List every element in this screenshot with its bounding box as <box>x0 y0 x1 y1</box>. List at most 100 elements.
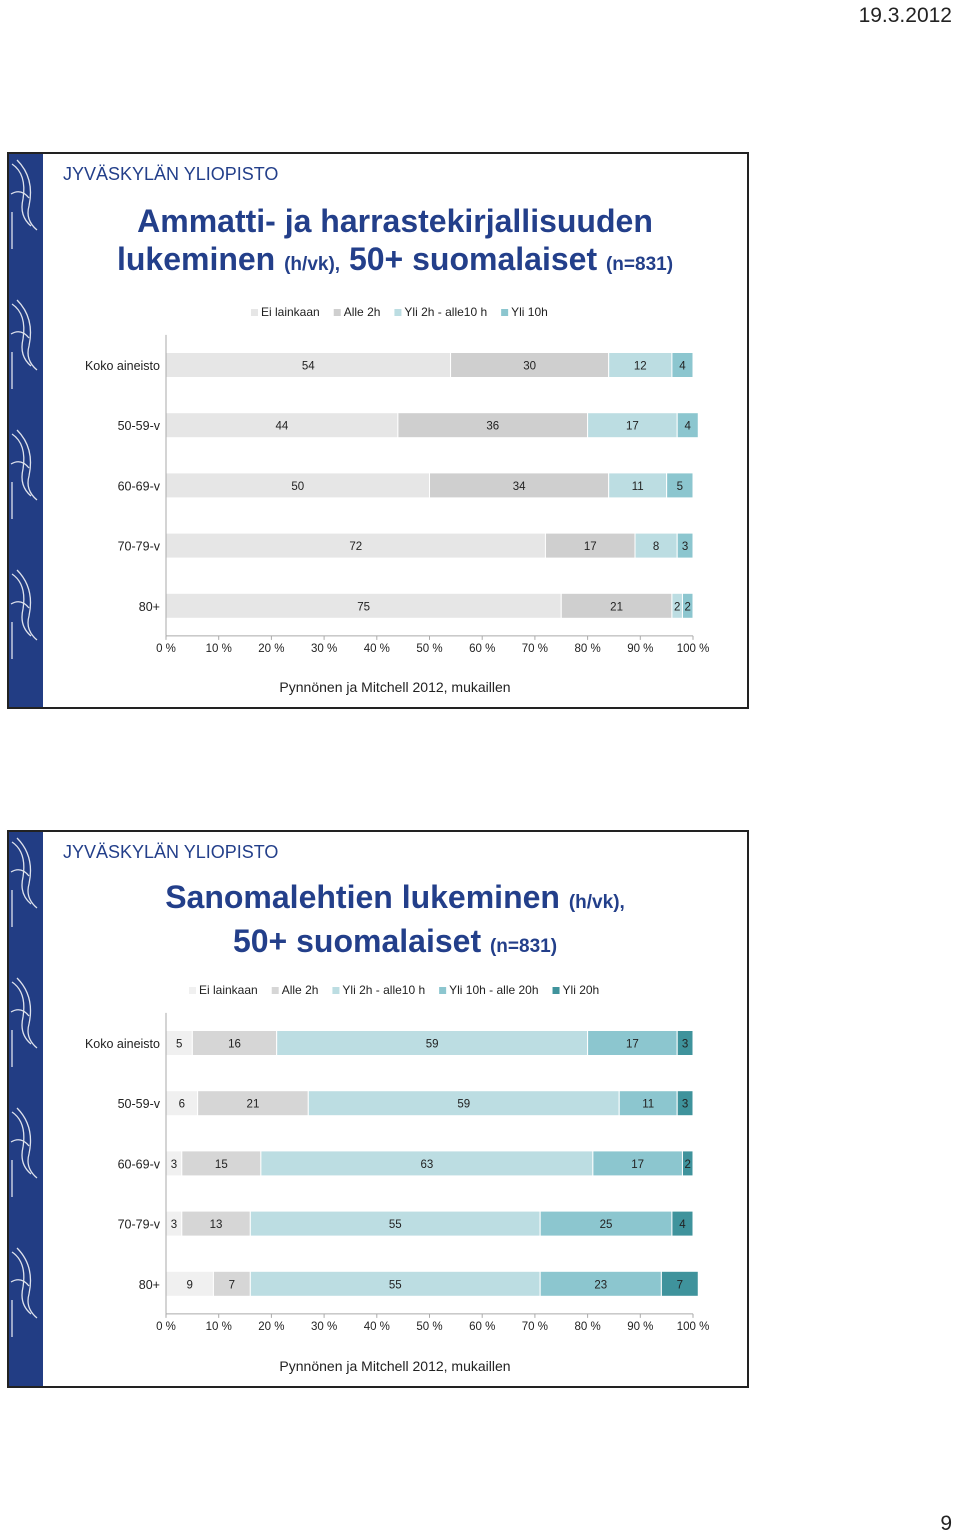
data-label: 7 <box>229 1279 235 1291</box>
slide-title-line-2: 50+ suomalaiset (n=831) <box>43 922 747 966</box>
data-label: 59 <box>457 1099 470 1111</box>
title-main-text: lukeminen <box>116 241 276 277</box>
x-tick-label: 40 % <box>364 643 390 655</box>
legend-swatch <box>251 309 258 316</box>
bar-segment <box>676 412 699 439</box>
title-n-text: (n=831) <box>489 936 558 957</box>
data-label: 11 <box>642 1099 654 1111</box>
data-label: 54 <box>302 361 315 373</box>
category-label: 80+ <box>139 1278 160 1292</box>
data-label: 17 <box>626 1039 639 1051</box>
legend-label: Yli 2h - alle10 h <box>404 305 487 319</box>
data-label: 17 <box>631 1159 644 1171</box>
data-label: 3 <box>682 541 688 553</box>
bar-segment <box>676 1090 694 1117</box>
x-tick-label: 100 % <box>677 643 710 655</box>
page-date: 19.3.2012 <box>858 4 952 27</box>
bar-segment <box>587 412 678 439</box>
university-name: JYVÄSKYLÄN YLIOPISTO <box>63 164 279 184</box>
legend-label: Alle 2h <box>282 983 319 997</box>
data-label: 11 <box>632 481 644 493</box>
legend-label: Ei lainkaan <box>199 983 258 997</box>
category-label: 70-79-v <box>118 540 161 554</box>
page-number: 9 <box>940 1512 952 1535</box>
bar-segment <box>544 532 636 559</box>
bar-segment <box>165 592 562 619</box>
data-label: 63 <box>420 1159 433 1171</box>
x-tick-label: 60 % <box>469 643 495 655</box>
bar-segment <box>539 1210 673 1237</box>
title-unit-text: (h/vk), <box>284 254 341 275</box>
bar-segment <box>165 532 546 559</box>
x-tick-label: 80 % <box>574 643 600 655</box>
university-logo-pattern <box>10 837 38 1337</box>
bar-segment <box>592 1150 683 1177</box>
x-tick-label: 0 % <box>156 643 176 655</box>
data-label: 4 <box>679 361 686 373</box>
data-label: 36 <box>486 421 499 433</box>
x-tick-label: 60 % <box>469 1321 495 1333</box>
data-label: 3 <box>171 1159 177 1171</box>
data-label: 13 <box>210 1219 223 1231</box>
legend: Ei lainkaan Alle 2h Yli 2h - alle10 h Yli 1… <box>251 305 548 319</box>
data-label: 21 <box>610 601 623 613</box>
slide-title: Ammatti- ja harrastekirjallisuuden lukem… <box>43 202 747 284</box>
data-label: 21 <box>247 1099 260 1111</box>
data-label: 5 <box>677 481 683 493</box>
x-tick-label: 50 % <box>416 1321 442 1333</box>
legend-swatch <box>552 987 560 994</box>
bar-segment <box>397 412 589 439</box>
bar-segment <box>608 472 668 499</box>
stacked-bar-chart-2: Ei lainkaan Alle 2h Yli 2h - alle10 h Yli 1… <box>85 983 709 1333</box>
data-label: 55 <box>389 1279 402 1291</box>
slide-1: JYVÄSKYLÄN YLIOPISTO Ammatti- ja harrast… <box>7 152 749 709</box>
data-label: 55 <box>389 1219 402 1231</box>
x-tick-label: 20 % <box>258 1321 284 1333</box>
title-rest-text: 50+ suomalaiset <box>348 241 598 277</box>
bar-segment <box>681 1150 694 1177</box>
data-label: 9 <box>187 1279 193 1291</box>
data-label: 7 <box>677 1279 683 1291</box>
category-label: 60-69-v <box>118 479 161 493</box>
x-tick-label: 30 % <box>311 643 337 655</box>
data-label: 8 <box>653 541 659 553</box>
legend-label: Ei lainkaan <box>261 305 320 319</box>
data-label: 30 <box>523 361 536 373</box>
category-label: Koko aineisto <box>85 359 160 373</box>
data-label: 17 <box>584 541 597 553</box>
category-label: 60-69-v <box>118 1157 161 1171</box>
bar-segment <box>181 1150 262 1177</box>
data-label: 3 <box>682 1039 688 1051</box>
bar-segment <box>587 1030 678 1056</box>
category-label: 50-59-v <box>118 419 161 433</box>
data-label: 15 <box>215 1159 228 1171</box>
bar-segment <box>191 1030 278 1056</box>
legend: Ei lainkaan Alle 2h Yli 2h - alle10 h Yli 1… <box>189 983 599 997</box>
slide-title-line-2: lukeminen (h/vk), 50+ suomalaiset (n=831… <box>43 240 747 284</box>
data-label: 50 <box>291 481 304 493</box>
logo-strip <box>9 154 43 707</box>
legend-label: Yli 10h <box>511 305 548 319</box>
category-label: 80+ <box>139 600 160 614</box>
x-tick-label: 10 % <box>206 643 232 655</box>
university-logo-pattern <box>10 159 38 659</box>
bar-segment <box>666 472 694 499</box>
data-label: 2 <box>674 601 680 613</box>
x-tick-label: 90 % <box>627 1321 653 1333</box>
slide-title-line-1: Ammatti- ja harrastekirjallisuuden <box>137 203 653 239</box>
bar-segment <box>671 352 694 378</box>
bar-segment <box>539 1270 662 1297</box>
bar-segment <box>676 532 694 559</box>
x-tick-label: 30 % <box>311 1321 337 1333</box>
slide-2: JYVÄSKYLÄN YLIOPISTO Sanomalehtien lukem… <box>7 830 749 1388</box>
bar-segment <box>671 1210 694 1237</box>
data-label: 75 <box>357 601 370 613</box>
bar-segment <box>560 592 673 619</box>
bar-segment <box>676 1030 694 1056</box>
legend-swatch <box>501 309 509 316</box>
data-label: 72 <box>349 541 362 553</box>
legend-swatch <box>333 309 341 316</box>
legend-swatch <box>189 987 196 994</box>
bar-segment <box>197 1090 309 1117</box>
data-label: 25 <box>600 1219 613 1231</box>
